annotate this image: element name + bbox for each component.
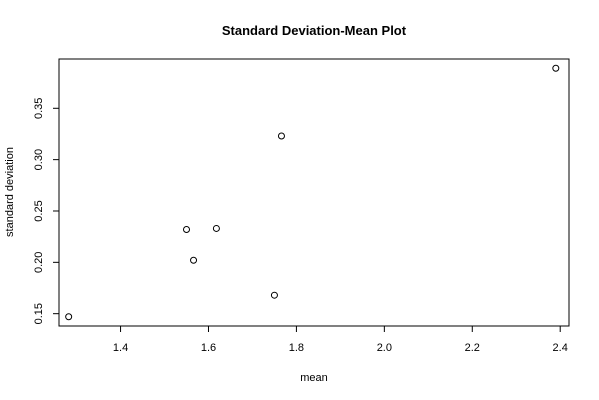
- y-axis-label: standard deviation: [4, 147, 16, 237]
- plot-frame: [58, 58, 570, 327]
- chart-title: Standard Deviation-Mean Plot: [222, 23, 407, 38]
- data-point: [270, 291, 278, 299]
- data-point: [277, 132, 285, 140]
- x-axis-label: mean: [300, 372, 328, 384]
- data-point: [190, 256, 198, 264]
- y-axis: 0.15 0.20 0.25 0.30 0.35: [33, 98, 59, 324]
- y-tick-label: 0.20: [33, 252, 45, 273]
- data-point: [212, 224, 220, 232]
- x-tick-label: 1.6: [201, 342, 216, 354]
- points-layer: [65, 64, 560, 321]
- y-tick-label: 0.15: [33, 303, 45, 324]
- data-point: [65, 313, 73, 321]
- x-tick-label: 2.4: [553, 342, 568, 354]
- x-axis: 1.4 1.6 1.8 2.0 2.2 2.4: [113, 326, 568, 354]
- x-tick-label: 2.0: [377, 342, 392, 354]
- x-tick-label: 1.8: [289, 342, 304, 354]
- x-tick-label: 2.2: [465, 342, 480, 354]
- data-point: [552, 64, 560, 72]
- y-tick-label: 0.25: [33, 200, 45, 221]
- y-tick-label: 0.30: [33, 149, 45, 170]
- x-tick-label: 1.4: [113, 342, 128, 354]
- data-point: [183, 225, 190, 233]
- y-tick-label: 0.35: [33, 98, 45, 119]
